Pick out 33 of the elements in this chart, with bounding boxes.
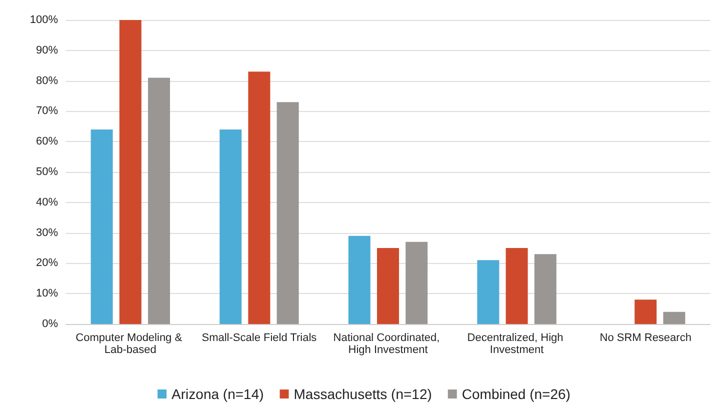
bar	[119, 20, 142, 324]
bar	[534, 254, 556, 324]
y-tick-label: 60%	[36, 136, 58, 148]
y-tick-label: 90%	[36, 44, 58, 56]
y-tick-label: 0%	[42, 318, 58, 330]
legend-label: Combined (n=26)	[462, 386, 570, 402]
bar	[220, 129, 242, 324]
legend-label: Arizona (n=14)	[172, 386, 264, 402]
bar	[477, 260, 500, 324]
x-tick-label: Decentralized, High Investment	[467, 332, 566, 356]
y-tick-label: 100%	[30, 14, 58, 26]
legend-label: Massachusetts (n=12)	[294, 386, 432, 402]
x-tick-label: Small-Scale Field Trials	[202, 332, 318, 344]
y-tick-label: 20%	[36, 257, 58, 270]
bar	[406, 242, 428, 324]
y-tick-label: 30%	[36, 226, 58, 239]
y-tick-label: 80%	[36, 74, 58, 87]
bar	[663, 312, 686, 324]
bar	[276, 102, 299, 324]
x-tick-label: No SRM Research	[600, 332, 692, 344]
bar	[506, 248, 528, 324]
bar	[248, 72, 270, 324]
bar	[377, 248, 399, 324]
y-tick-label: 50%	[36, 166, 58, 178]
bar	[148, 78, 170, 324]
bar	[90, 129, 113, 324]
x-tick-label: National Coordinated, High Investment	[333, 332, 443, 356]
x-tick-label: Computer Modeling & Lab-based	[76, 332, 186, 356]
y-tick-label: 40%	[36, 196, 58, 208]
y-tick-label: 10%	[36, 288, 58, 300]
bar	[634, 300, 657, 324]
y-tick-label: 70%	[36, 105, 58, 118]
bar	[348, 236, 370, 324]
